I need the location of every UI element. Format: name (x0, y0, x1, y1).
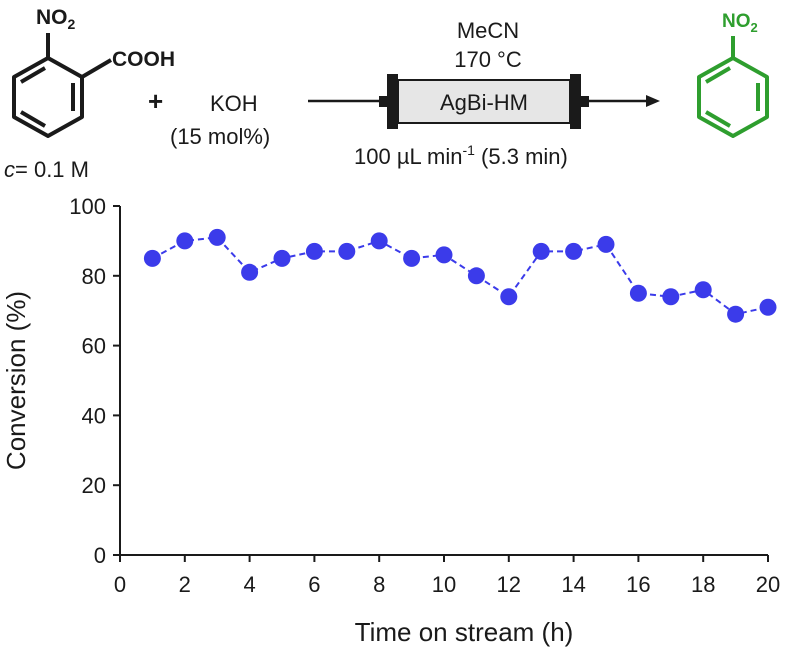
reactant-bond-cooh (80, 58, 113, 79)
reactant-cooh-label: COOH (112, 48, 175, 71)
x-tick-label: 2 (179, 572, 191, 597)
y-tick-label: 80 (82, 264, 106, 289)
y-tick-label: 20 (82, 473, 106, 498)
x-tick-label: 16 (626, 572, 650, 597)
y-tick-label: 100 (69, 194, 106, 219)
conversion-chart: 0 20 40 60 80 100 0 2 4 6 8 10 12 14 16 18 20 Conversio… (1, 194, 780, 647)
data-point (565, 242, 583, 260)
reactant-inner-bond-3 (19, 66, 47, 84)
data-point (208, 228, 226, 246)
x-tick-label: 12 (497, 572, 521, 597)
reactant-inner-bond-2 (19, 110, 47, 128)
reaction-scheme: NO2 COOH c= 0.1 M + KOH (15 mol%) MeCN 1… (4, 6, 769, 182)
flow-reactor: AgBi-HM (308, 74, 660, 129)
x-axis-label: Time on stream (h) (355, 617, 574, 647)
data-point (597, 235, 615, 253)
x-tick-label: 4 (243, 572, 255, 597)
data-series (143, 228, 777, 323)
data-point (662, 288, 680, 306)
product-no2-label: NO2 (722, 11, 758, 35)
data-point (727, 305, 745, 323)
concentration-label: c= 0.1 M (4, 157, 89, 182)
data-point (435, 246, 453, 264)
data-point (241, 263, 259, 281)
flow-rate-label: 100 µL min-1 (5.3 min) (354, 142, 568, 169)
data-point (370, 232, 388, 250)
x-tick-label: 14 (561, 572, 585, 597)
reactor-inlet-fitting (379, 96, 387, 107)
reactant-structure (12, 33, 113, 138)
flow-arrowhead (646, 95, 660, 107)
data-point (694, 281, 712, 299)
data-point (143, 249, 161, 267)
reactor-cap-right (570, 74, 581, 129)
data-point (176, 232, 194, 250)
data-point (273, 249, 291, 267)
data-point (467, 267, 485, 285)
product-inner-bond-3 (704, 66, 732, 84)
reagent-label: KOH (210, 91, 258, 116)
data-point (338, 242, 356, 260)
solvent-label: MeCN (457, 18, 519, 43)
product-structure (697, 36, 769, 138)
x-tick-label: 20 (756, 572, 780, 597)
data-point (305, 242, 323, 260)
plus-sign: + (148, 86, 163, 116)
data-point (500, 288, 518, 306)
y-axis-ticks: 0 20 40 60 80 100 (69, 194, 120, 568)
x-tick-label: 18 (691, 572, 715, 597)
x-tick-label: 10 (432, 572, 456, 597)
reagent-amount-label: (15 mol%) (170, 124, 270, 149)
x-tick-label: 6 (308, 572, 320, 597)
reactor-cap-left (387, 74, 398, 129)
x-axis-ticks: 0 2 4 6 8 10 12 14 16 18 20 (114, 555, 780, 597)
reactant-no2-label: NO2 (36, 6, 76, 32)
y-tick-label: 40 (82, 403, 106, 428)
product-benzene-ring (697, 56, 769, 138)
y-axis-label: Conversion (%) (1, 291, 31, 470)
y-tick-label: 0 (94, 543, 106, 568)
catalyst-label: AgBi-HM (440, 90, 528, 115)
data-point (532, 242, 550, 260)
reactor-cartridge (397, 79, 571, 124)
reactor-outlet-fitting (581, 96, 589, 107)
y-tick-label: 60 (82, 334, 106, 359)
data-point (629, 284, 647, 302)
data-point (403, 249, 421, 267)
x-tick-label: 0 (114, 572, 126, 597)
data-point (759, 298, 777, 316)
product-inner-bond-2 (704, 110, 732, 128)
temperature-label: 170 °C (454, 47, 522, 72)
x-tick-label: 8 (373, 572, 385, 597)
